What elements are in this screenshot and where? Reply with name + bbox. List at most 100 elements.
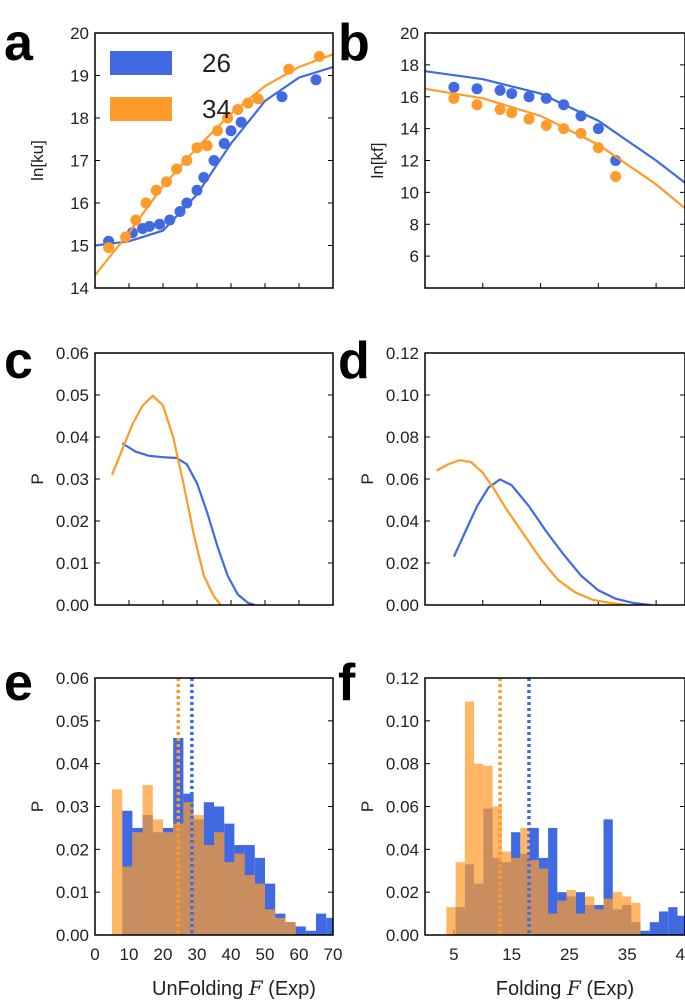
panel-letter: e (4, 654, 33, 712)
legend-label-34: 34 (202, 94, 231, 124)
data-point-34 (313, 50, 325, 62)
data-point-34 (140, 197, 152, 209)
y-tick-label: 0.00 (56, 926, 89, 945)
data-point-34 (610, 170, 622, 182)
x-tick-label: 35 (618, 945, 637, 964)
y-tick-label: 0.05 (56, 386, 89, 405)
histogram-bar-34 (548, 913, 558, 935)
y-tick-label: 8 (410, 215, 419, 234)
fit-curve-26 (452, 478, 651, 605)
plot-area (436, 458, 651, 605)
histogram-bar-26 (640, 930, 650, 935)
histogram-bar-34 (455, 862, 465, 935)
y-tick-label: 0.04 (386, 512, 419, 531)
y-tick-label: 0.03 (56, 798, 89, 817)
data-point-26 (181, 197, 193, 209)
x-tick-label: 10 (120, 945, 139, 964)
data-point-34 (171, 163, 183, 175)
data-point-34 (283, 63, 295, 75)
plot-area (425, 70, 685, 210)
histogram-bar-34 (214, 832, 225, 935)
data-point-26 (540, 92, 552, 104)
histogram-bar-34 (275, 917, 286, 935)
panel-d-folding-distribution: d 0.00 0.02 0.04 0.06 0.08 0.10 0.12 P (338, 332, 685, 615)
data-point-26 (448, 81, 460, 93)
y-tick-label: 0.00 (386, 926, 419, 945)
y-tick-label: 0.02 (386, 883, 419, 902)
y-tick-label: 0.04 (56, 755, 89, 774)
y-tick-label: 0.02 (56, 512, 89, 531)
data-point-34 (575, 127, 587, 139)
data-point-34 (540, 119, 552, 131)
x-tick-label: 50 (256, 945, 275, 964)
panel-letter: f (338, 654, 356, 712)
fit-curve-26 (121, 442, 256, 605)
data-point-34 (448, 92, 460, 104)
y-axis-label: P (358, 473, 377, 484)
legend-label-26: 26 (202, 48, 231, 78)
y-tick-label: 0.06 (56, 344, 89, 363)
panel-letter: a (4, 14, 34, 72)
histogram-bar-34 (511, 857, 521, 935)
y-tick-label: 0.00 (56, 596, 89, 615)
histogram-bar-34 (622, 896, 632, 935)
data-point-26 (191, 184, 203, 196)
histogram-bar-34 (464, 701, 475, 935)
y-tick-label: 20 (400, 24, 419, 43)
legend-swatch-26 (110, 51, 172, 75)
y-axis-label: ln[kf] (368, 143, 387, 179)
data-point-34 (150, 184, 162, 196)
histogram-bar-34 (234, 853, 245, 935)
histogram-bar-34 (203, 845, 214, 935)
x-axis-label: UnFolding F (Exp) (152, 976, 316, 1000)
histogram-bar-26 (649, 922, 659, 935)
data-point-26 (235, 116, 247, 128)
histogram-bar-26 (316, 913, 327, 935)
y-tick-label: 0.02 (386, 554, 419, 573)
data-point-34 (494, 104, 506, 115)
y-tick-label: 0.00 (386, 596, 419, 615)
x-tick-label: 30 (188, 945, 207, 964)
y-tick-label: 17 (70, 152, 89, 171)
fit-curve-34 (436, 458, 628, 605)
histogram-bar-34 (529, 860, 539, 935)
y-tick-label: 16 (70, 194, 89, 213)
histogram-bar-26 (668, 907, 678, 935)
data-point-26 (208, 155, 220, 166)
data-point-26 (575, 110, 587, 122)
axes-frame (424, 677, 685, 936)
data-point-34 (232, 104, 244, 115)
histogram-bar-34 (193, 815, 204, 935)
data-point-26 (558, 99, 570, 111)
histogram-bar-34 (244, 875, 255, 935)
data-point-34 (252, 93, 264, 105)
x-tick-label: 0 (90, 945, 99, 964)
y-tick-label: 14 (400, 120, 419, 139)
y-tick-label: 0.10 (386, 712, 419, 731)
data-point-26 (276, 91, 288, 103)
plot-area (95, 50, 333, 276)
y-axis-label: P (28, 801, 47, 812)
y-tick-label: 14 (70, 279, 89, 298)
histogram-bar-34 (603, 898, 613, 935)
panel-letter: d (338, 332, 370, 390)
data-point-34 (103, 242, 115, 254)
histogram-bar-34 (474, 763, 484, 935)
plot-area (112, 678, 333, 935)
histogram-bar-34 (520, 827, 530, 935)
data-point-34 (506, 107, 518, 119)
y-tick-label: 16 (400, 88, 419, 107)
data-point-34 (558, 123, 570, 135)
histogram-bar-26 (548, 827, 558, 935)
fit-curve-34 (425, 87, 685, 210)
y-tick-label: 0.02 (56, 840, 89, 859)
x-tick-label: 45 (676, 945, 685, 964)
data-point-34 (160, 176, 172, 188)
panel-b-kf-fit: b 6 8 10 12 14 16 18 20 ln[kf] (338, 14, 685, 289)
histogram-bar-26 (305, 930, 316, 935)
histogram-bar-34 (566, 890, 576, 935)
axes-frame (94, 677, 334, 936)
x-tick-label: 15 (502, 945, 521, 964)
data-point-26 (225, 125, 237, 137)
x-tick-label: 20 (154, 945, 173, 964)
